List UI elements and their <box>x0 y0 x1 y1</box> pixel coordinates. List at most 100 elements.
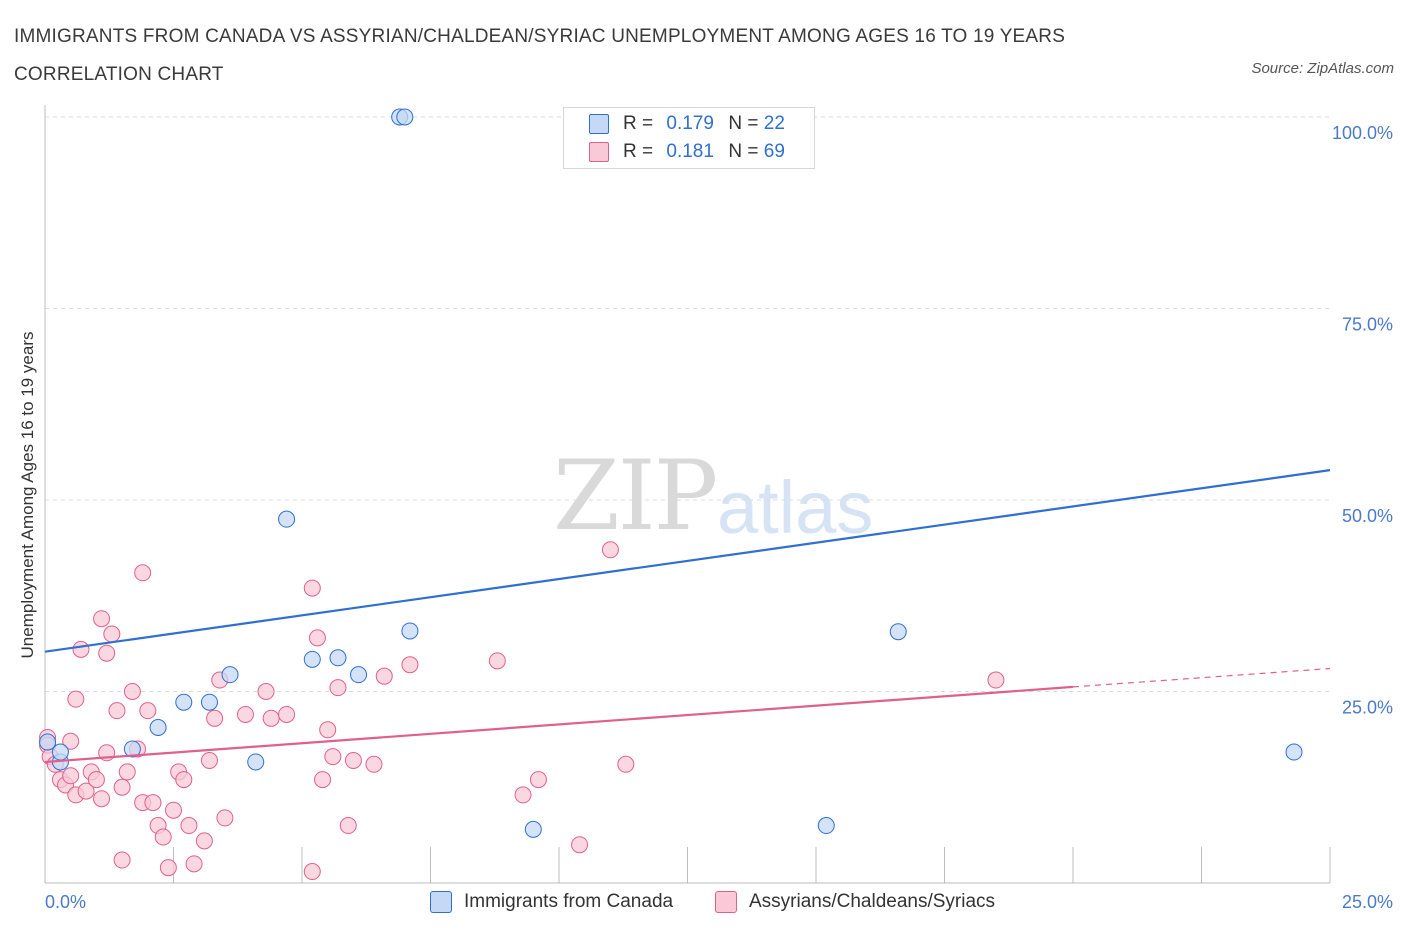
blue-points <box>39 108 1303 838</box>
pink-point <box>103 625 121 643</box>
pink-point <box>324 748 342 766</box>
trend-lines <box>44 469 1331 764</box>
pink-point <box>144 794 162 812</box>
pink-point <box>319 721 337 739</box>
pink-point <box>344 751 362 769</box>
pink-point <box>134 564 152 582</box>
pink-point <box>329 679 347 697</box>
blue-point <box>524 820 542 838</box>
watermark-atlas: atlas <box>717 466 874 549</box>
legend-row-pink: R = 0.181 N = 69 <box>589 138 785 166</box>
legend-pink-n-label: N = <box>728 141 759 162</box>
pink-point <box>514 786 532 804</box>
blue-point <box>221 666 239 684</box>
pink-point <box>529 771 547 789</box>
blue-point <box>200 693 218 711</box>
pink-point <box>77 782 95 800</box>
bottom-legend-blue-label: Immigrants from Canada <box>464 891 674 912</box>
pink-point <box>62 732 80 750</box>
pink-point <box>87 771 105 789</box>
pink-point <box>93 790 111 808</box>
legend-blue-r-label: R = <box>623 113 654 134</box>
pink-point <box>314 771 332 789</box>
pink-point <box>67 690 85 708</box>
pink-point <box>195 832 213 850</box>
pink-point <box>262 709 280 727</box>
pink-point <box>98 644 116 662</box>
legend-swatch-pink <box>589 142 609 162</box>
pink-point <box>257 683 275 700</box>
blue-point <box>817 817 835 835</box>
pink-point <box>308 629 326 647</box>
legend-blue-n-label: N = <box>728 113 759 134</box>
source-label: Source: ZipAtlas.com <box>1251 60 1394 77</box>
pink-point <box>987 671 1005 689</box>
chart-title: IMMIGRANTS FROM CANADA VS ASSYRIAN/CHALD… <box>14 26 1066 85</box>
pink-point <box>339 817 357 835</box>
pink-point <box>139 702 157 720</box>
pink-point <box>617 755 635 773</box>
pink-point <box>571 836 589 854</box>
blue-point <box>889 623 907 641</box>
blue-point <box>123 740 141 758</box>
bottom-legend-pink: Assyrians/Chaldeans/Syriacs <box>715 888 995 916</box>
watermark-zip: ZIP <box>553 440 718 552</box>
pink-point <box>72 640 90 658</box>
blue-point <box>1285 743 1303 761</box>
pink-point <box>200 751 218 769</box>
pink-point <box>365 755 383 773</box>
blue-point <box>350 666 368 684</box>
pink-point <box>375 667 393 685</box>
y-tick-label: 25.0% <box>1342 698 1393 718</box>
bottom-legend-swatch-blue <box>430 891 452 913</box>
blue-point <box>175 693 193 711</box>
legend-pink-r-value: 0.181 <box>666 141 714 162</box>
legend-pink-n-value: 69 <box>763 141 785 162</box>
legend-pink-r-label: R = <box>623 141 654 162</box>
legend-swatch-blue <box>589 114 609 134</box>
blue-trend-line <box>44 469 1331 653</box>
y-tick-label: 75.0% <box>1342 315 1393 335</box>
blue-point <box>303 650 321 668</box>
pink-point <box>180 817 198 835</box>
y-tick-label: 100.0% <box>1332 123 1393 143</box>
pink-point <box>488 652 506 670</box>
pink-point <box>216 809 234 827</box>
bottom-legend-blue: Immigrants from Canada <box>430 888 673 916</box>
pink-point <box>108 702 126 720</box>
pink-point <box>175 771 193 789</box>
pink-point <box>206 709 224 727</box>
blue-point <box>51 743 69 761</box>
bottom-legend-pink-label: Assyrians/Chaldeans/Syriacs <box>749 891 996 912</box>
pink-point <box>303 863 321 881</box>
pink-point <box>123 683 141 700</box>
legend-blue-n-value: 22 <box>763 113 785 134</box>
bottom-legend-swatch-pink <box>715 891 737 913</box>
blue-point <box>329 649 347 667</box>
blue-point <box>401 622 419 640</box>
pink-point <box>113 851 131 869</box>
blue-point <box>278 510 296 528</box>
pink-point <box>93 610 111 628</box>
pink-point <box>278 705 296 723</box>
blue-point <box>396 108 414 126</box>
pink-point <box>118 763 136 781</box>
pink-point <box>236 705 254 723</box>
x-tick-label: 0.0% <box>45 892 86 912</box>
blue-point <box>247 753 265 771</box>
pink-trend-extension <box>1072 667 1331 688</box>
blue-point <box>39 733 57 751</box>
pink-point <box>601 541 619 559</box>
pink-trend-line <box>44 685 1074 764</box>
axes <box>44 105 1331 884</box>
pink-point <box>165 801 182 819</box>
x-tick-label: 25.0% <box>1342 892 1393 912</box>
pink-point <box>185 855 203 873</box>
stats-legend: R = 0.179 N = 22 R = 0.181 N = 69 <box>563 107 815 169</box>
legend-row-blue: R = 0.179 N = 22 <box>589 110 785 138</box>
pink-point <box>113 778 131 796</box>
y-tick-label: 50.0% <box>1342 506 1393 526</box>
pink-point <box>303 579 321 597</box>
tick-labels: 25.0% 50.0% 75.0% 100.0% 0.0% 25.0% <box>45 123 1393 912</box>
